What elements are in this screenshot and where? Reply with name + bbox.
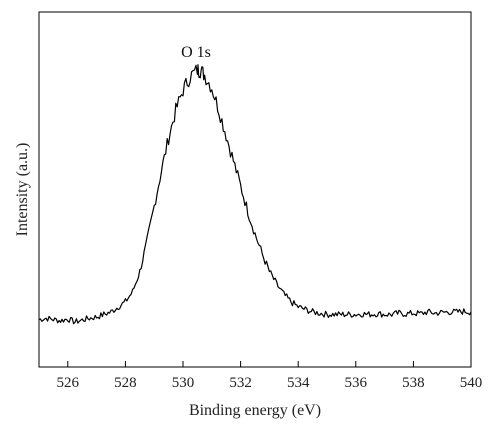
x-tick-label-530: 530	[172, 375, 195, 391]
x-axis-ticks	[67, 361, 472, 367]
x-tick-label-538: 538	[402, 375, 425, 391]
x-tick-label-540: 540	[460, 375, 483, 391]
x-tick-label-536: 536	[345, 375, 368, 391]
x-tick-label-526: 526	[57, 375, 80, 391]
peak-annotation: O 1s	[181, 44, 211, 61]
x-axis-tick-labels: 526 528 530 532 534 536 538 540	[57, 375, 483, 391]
plot-frame	[38, 11, 472, 368]
x-axis-title: Binding energy (eV)	[189, 402, 321, 419]
x-tick-label-528: 528	[114, 375, 137, 391]
x-tick-label-532: 532	[229, 375, 252, 391]
x-tick-label-534: 534	[287, 375, 310, 391]
o1s-spectrum-line	[38, 64, 472, 325]
y-axis-title: Intensity (a.u.)	[14, 143, 31, 237]
